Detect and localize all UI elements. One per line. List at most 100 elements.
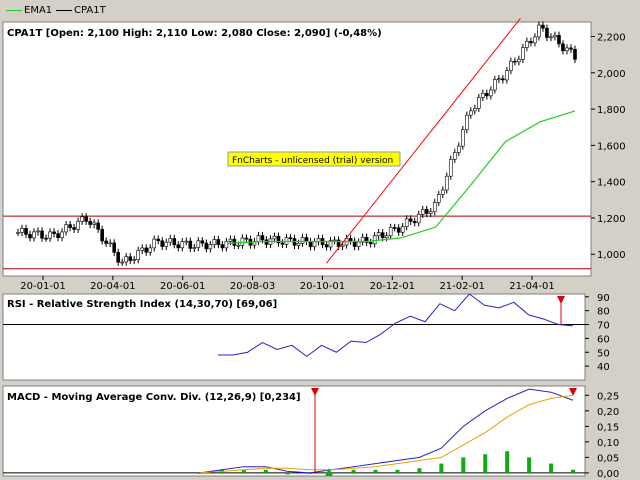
price-title: CPA1T [Open: 2,100 High: 2,110 Low: 2,08… [7, 28, 382, 39]
candle-body [501, 78, 505, 81]
candle-body [420, 209, 425, 215]
candle-body [36, 230, 40, 233]
candle-body [272, 235, 277, 240]
candle-body [312, 241, 317, 248]
candle-body [549, 36, 553, 39]
macd-histogram-bar [285, 472, 290, 475]
candle-body [28, 234, 32, 239]
candle-body [412, 221, 417, 224]
candle-body [180, 241, 185, 249]
rsi-y-tick-label: 40 [597, 362, 610, 373]
candle-body [477, 97, 481, 109]
candle-body [32, 231, 36, 239]
candle-body [404, 218, 409, 227]
macd-sell-marker-icon [311, 388, 319, 396]
candle-body [537, 24, 541, 38]
macd-histogram-bar [263, 469, 268, 473]
macd-histogram-bar [483, 454, 488, 473]
candle-body [184, 240, 189, 243]
legend-ema1[interactable]: EMA1 [6, 5, 52, 16]
rsi-sell-marker-icon [557, 296, 565, 304]
watermark-text: FnCharts - unlicensed (trial) version [232, 156, 393, 166]
macd-y-tick-label: 0,15 [597, 422, 619, 433]
candle-body [561, 43, 565, 52]
candle-body [436, 194, 441, 203]
candle-body [40, 230, 44, 239]
candle-body [256, 235, 261, 242]
candle-body [88, 221, 92, 225]
candle-body [380, 232, 385, 239]
candle-body [128, 256, 133, 261]
candle-body [144, 247, 149, 253]
candle-body [308, 241, 313, 248]
candle-body [148, 247, 153, 253]
candle-body [465, 114, 469, 130]
candle-body [324, 244, 329, 248]
candle-body [204, 242, 209, 250]
candle-body [56, 233, 60, 239]
candle-body [424, 209, 429, 214]
macd-histogram-bar [241, 469, 246, 473]
candle-body [557, 34, 561, 45]
candle-body [288, 237, 293, 240]
candle-body [388, 227, 393, 237]
candle-body [348, 238, 353, 242]
candle-body [176, 244, 181, 249]
candle-body [168, 238, 173, 243]
candle-body [432, 202, 437, 213]
price-y-tick-label: 2,000 [597, 69, 626, 80]
candle-body [244, 237, 249, 240]
candle-body [260, 235, 265, 241]
candle-body [505, 70, 509, 81]
macd-y-tick-label: 0,20 [597, 407, 619, 418]
candle-body [364, 236, 369, 243]
price-plot-area[interactable] [2, 21, 592, 277]
rsi-plot-area[interactable] [2, 293, 586, 381]
price-x-tick-label: 21-02-01 [439, 281, 484, 292]
trend-line [326, 18, 521, 264]
macd-histogram-bar [527, 457, 532, 473]
candle-body [396, 227, 401, 233]
candle-body [460, 129, 465, 147]
rsi-y-tick-label: 80 [597, 307, 610, 318]
candle-body [188, 240, 193, 249]
candle-body [545, 27, 549, 38]
candle-body [569, 47, 573, 50]
candle-body [452, 152, 457, 160]
candle-body [525, 40, 529, 48]
candle-body [16, 232, 20, 234]
macd-histogram-bar [417, 468, 422, 473]
candle-body [72, 227, 76, 230]
candle-body [336, 239, 341, 247]
candle-body [24, 228, 28, 235]
macd-histogram-bar [395, 469, 400, 473]
candle-body [96, 222, 100, 230]
candle-body [76, 220, 80, 230]
candle-body [240, 237, 245, 246]
candle-body [48, 231, 52, 239]
candle-body [112, 242, 116, 253]
candle-body [224, 241, 229, 249]
candle-body [276, 235, 281, 244]
candle-body [132, 259, 137, 261]
candle-body [328, 240, 333, 248]
macd-sell-marker-icon [569, 388, 577, 396]
candle-body [156, 238, 161, 242]
candle-body [208, 244, 213, 250]
candle-body [372, 235, 377, 245]
candle-body [64, 224, 68, 233]
legend-cpa1t[interactable]: CPA1T [56, 5, 106, 16]
candle-body [440, 189, 445, 195]
rsi-y-tick-label: 90 [597, 293, 610, 304]
candle-body [340, 244, 345, 247]
candle-body [160, 240, 165, 247]
macd-y-tick-label: 0,05 [597, 453, 619, 464]
candle-body [192, 247, 197, 249]
candle-body [565, 47, 569, 52]
cpa1t-swatch-icon [56, 9, 72, 11]
macd-histogram-bar [373, 469, 378, 473]
rsi-title: RSI - Relative Strength Index (14,30,70)… [7, 299, 277, 310]
candle-body [296, 243, 301, 246]
price-y-tick-label: 1,400 [597, 178, 626, 189]
